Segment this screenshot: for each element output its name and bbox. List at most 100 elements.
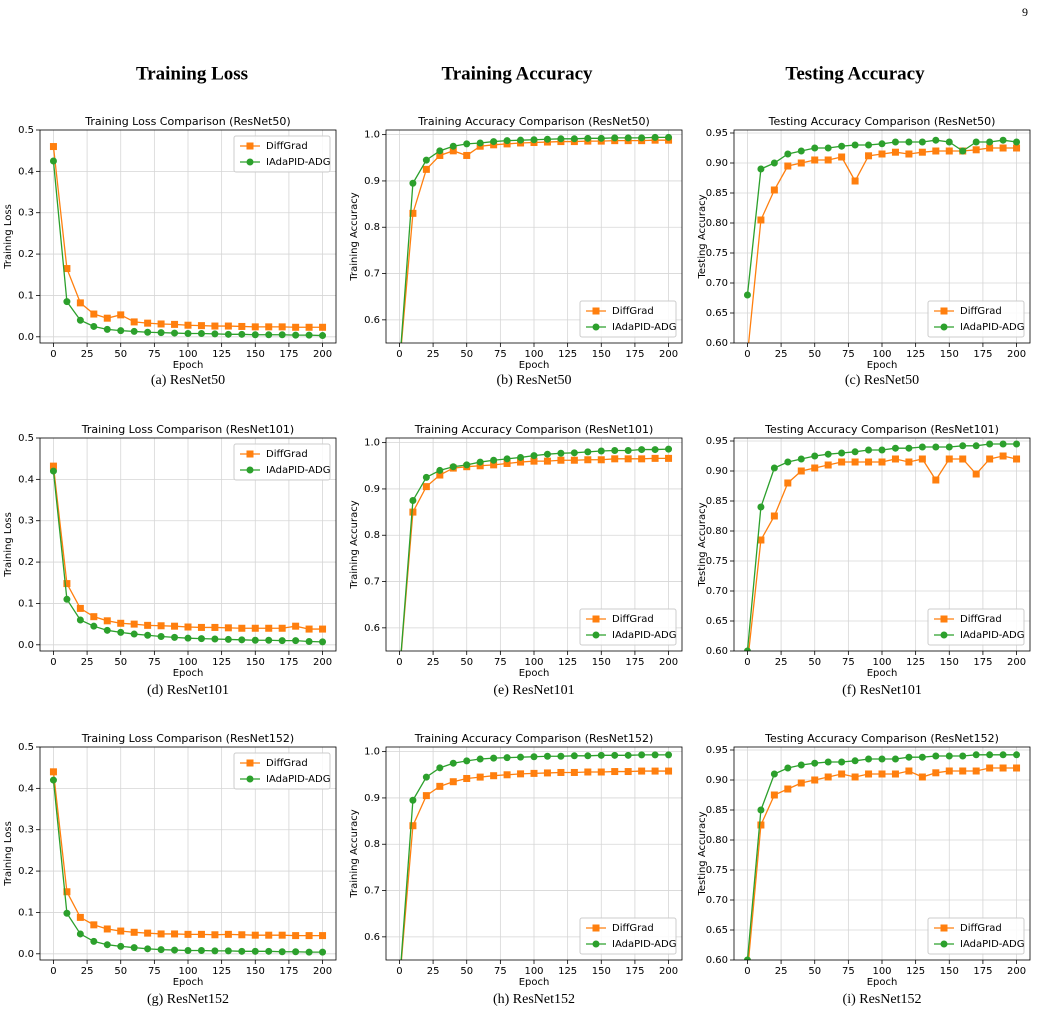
legend-label: DiffGrad	[960, 306, 1002, 317]
y-axis-label: Testing Accuracy	[697, 811, 708, 896]
data-point	[651, 446, 659, 454]
data-point	[824, 758, 832, 766]
y-tick-label: 0.3	[18, 825, 34, 836]
x-tick-label: 0	[744, 349, 750, 360]
data-point	[103, 941, 111, 949]
data-point	[665, 454, 673, 462]
data-point	[597, 134, 605, 142]
legend-marker	[246, 775, 254, 783]
x-axis-label: Epoch	[519, 668, 550, 679]
x-tick-label: 50	[808, 349, 821, 360]
x-tick-label: 150	[592, 657, 611, 668]
data-point	[184, 321, 192, 329]
x-tick-label: 75	[494, 657, 507, 668]
data-point	[422, 473, 430, 481]
data-point	[757, 503, 765, 511]
x-tick-label: 175	[279, 966, 298, 977]
data-point	[278, 948, 286, 956]
y-tick-label: 0.65	[706, 308, 728, 319]
data-point	[1013, 144, 1021, 152]
data-point	[999, 440, 1007, 448]
x-tick-label: 25	[775, 657, 788, 668]
data-point	[251, 624, 259, 632]
x-tick-label: 125	[906, 349, 925, 360]
figure-caption: (h) ResNet152	[493, 992, 575, 1007]
data-point	[144, 631, 152, 639]
chart: Training Accuracy Comparison (ResNet152)…	[349, 732, 683, 988]
data-point	[211, 623, 219, 631]
data-point	[757, 821, 765, 829]
data-point	[865, 770, 873, 778]
data-point	[503, 754, 511, 762]
data-point	[396, 363, 402, 369]
data-point	[265, 624, 273, 632]
y-tick-label: 0.4	[18, 474, 34, 485]
data-point	[171, 329, 179, 337]
data-point	[49, 467, 57, 475]
data-point	[184, 623, 192, 631]
data-point	[503, 771, 511, 779]
data-point	[838, 153, 846, 161]
data-point	[1013, 764, 1021, 772]
data-point	[611, 751, 619, 759]
data-point	[757, 165, 765, 173]
data-point	[490, 456, 498, 464]
legend-box	[233, 752, 331, 790]
data-point	[638, 134, 646, 142]
legend-label: IAdaPID-ADG	[266, 774, 330, 785]
legend-label: IAdaPID-ADG	[612, 630, 676, 641]
data-point	[157, 946, 165, 954]
data-point	[918, 455, 926, 463]
data-point	[265, 636, 273, 644]
data-point	[49, 768, 57, 776]
data-point	[557, 456, 565, 464]
data-point	[171, 930, 179, 938]
data-point	[597, 447, 605, 455]
data-point	[891, 148, 899, 156]
data-point	[305, 323, 313, 331]
x-tick-label: 50	[114, 966, 127, 977]
data-point	[436, 764, 444, 772]
data-point	[265, 323, 273, 331]
y-tick-label: 0.70	[706, 586, 728, 597]
data-point	[638, 751, 646, 759]
data-point	[436, 466, 444, 474]
legend-box	[927, 608, 1025, 646]
data-point	[90, 937, 98, 945]
data-point	[103, 314, 111, 322]
data-point	[878, 755, 886, 763]
data-point	[305, 932, 313, 940]
data-point	[811, 759, 819, 767]
data-point	[905, 458, 913, 466]
y-tick-label: 1.0	[364, 438, 380, 449]
y-axis-label: Training Accuracy	[349, 192, 360, 281]
data-point	[797, 159, 805, 167]
chart: Testing Accuracy Comparison (ResNet101) 0…	[697, 423, 1031, 679]
data-point	[224, 330, 232, 338]
data-point	[891, 755, 899, 763]
data-point	[157, 320, 165, 328]
x-tick-label: 0	[396, 349, 402, 360]
data-point	[611, 455, 619, 463]
data-point	[932, 136, 940, 144]
x-tick-label: 175	[973, 657, 992, 668]
data-point	[651, 133, 659, 141]
data-point	[797, 455, 805, 463]
legend-label: IAdaPID-ADG	[612, 939, 676, 950]
data-point	[986, 144, 994, 152]
data-point	[757, 536, 765, 544]
data-point	[224, 635, 232, 643]
data-point	[784, 785, 792, 793]
x-tick-label: 175	[625, 966, 644, 977]
legend-marker	[592, 307, 600, 315]
data-point	[422, 773, 430, 781]
y-tick-label: 0.6	[364, 315, 380, 326]
x-tick-label: 0	[50, 966, 56, 977]
plot-area	[400, 445, 673, 651]
plot-area	[743, 136, 1021, 343]
x-tick-label: 75	[148, 657, 161, 668]
y-tick-label: 0.2	[18, 866, 34, 877]
data-point	[959, 442, 967, 450]
x-tick-label: 125	[558, 349, 577, 360]
